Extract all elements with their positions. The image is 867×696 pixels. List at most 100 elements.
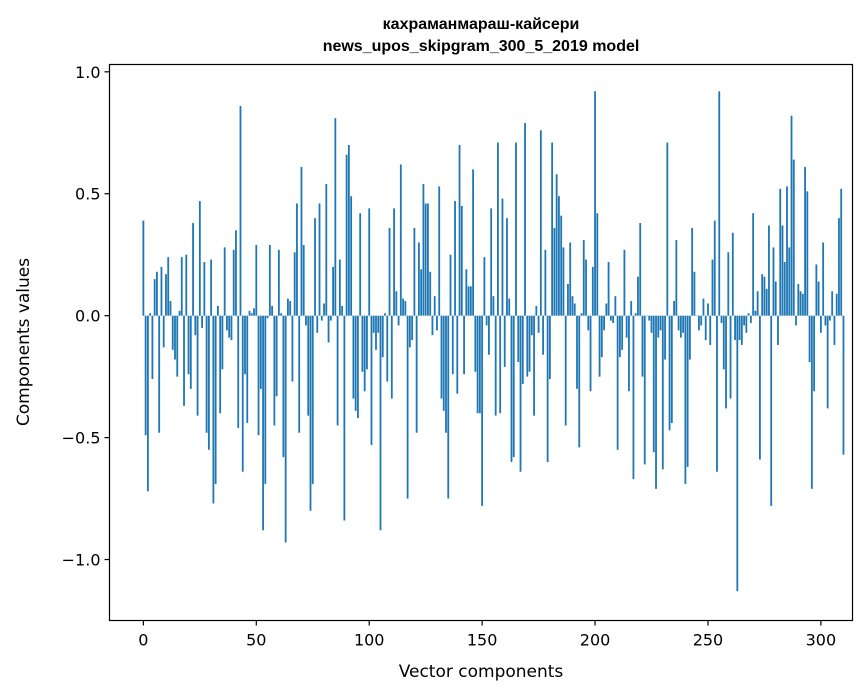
bar [725,315,727,409]
bar [185,254,188,316]
bar [372,315,375,333]
bar [347,144,350,316]
bar [704,315,707,341]
bar [296,203,298,316]
bar [406,315,409,499]
bar [189,315,192,389]
bar [393,208,395,316]
bar [472,169,474,316]
bar [670,315,673,423]
bar [300,166,303,316]
bar [417,242,420,316]
y-tick-label: 0.0 [75,307,100,326]
bar [499,315,502,414]
bar [521,315,524,384]
bar [589,315,592,392]
bar [614,296,617,316]
bar [526,315,529,377]
bar [460,205,463,316]
bar [772,247,775,316]
bar [661,315,664,470]
bar [144,315,147,436]
bar [815,264,818,316]
bar [311,315,314,484]
bar [553,227,556,316]
x-tick-label: 300 [806,631,837,650]
bar [652,315,655,453]
bar [831,291,834,316]
bar [196,315,199,416]
bar [524,123,526,316]
bar [786,186,788,316]
y-tick-label: −1.0 [62,551,101,570]
bar [808,315,811,363]
bar [637,276,639,316]
bar [402,298,404,316]
y-axis-ticks: −1.0 −0.5 0.0 0.5 1.0 [62,63,110,570]
bar [585,259,587,316]
bar [718,91,721,316]
bar [408,315,411,348]
bar [316,315,319,333]
bar [318,203,321,316]
bar [551,142,554,316]
bar [804,166,806,316]
bar [777,315,779,345]
bar [666,142,669,316]
bar [510,315,513,462]
bar [677,315,680,331]
bar [381,315,384,358]
bar [262,315,264,531]
bar [397,315,400,326]
bar [488,315,490,355]
bar [429,271,432,316]
bar [422,183,425,316]
bar [226,315,228,331]
bar [788,247,791,316]
bar [736,315,739,592]
y-axis-label: Components values [14,258,34,426]
bar [404,301,407,316]
bar [377,315,380,333]
y-tick-label: 1.0 [75,63,100,82]
bar [411,315,414,341]
bar [298,315,301,433]
bar [544,249,547,316]
bar [264,315,267,484]
bar [442,315,445,411]
bar [162,315,165,348]
bar [158,315,161,433]
plot-frame [108,63,854,622]
bar [722,315,725,370]
bar [711,259,714,316]
bar [625,315,628,338]
bar [268,244,271,316]
bar [465,269,468,316]
bar [273,315,276,426]
bar [530,315,533,336]
bar [187,315,190,375]
bar [817,281,820,316]
bar [266,315,269,319]
bar [731,232,734,316]
bar [643,315,646,465]
bar [684,315,687,484]
bar [183,315,185,406]
bar [709,315,712,345]
bar [598,315,601,377]
bar [700,315,703,326]
bar [560,215,563,316]
bar [244,315,246,375]
bar [628,315,630,392]
bar [749,315,752,323]
bar [679,315,682,338]
bar [537,315,540,333]
bar [591,266,594,316]
bar [207,315,210,450]
bar [203,262,206,316]
x-tick-label: 150 [467,631,498,650]
bar [165,274,167,316]
bar [727,252,730,316]
bar [370,315,373,445]
bar [237,315,240,428]
